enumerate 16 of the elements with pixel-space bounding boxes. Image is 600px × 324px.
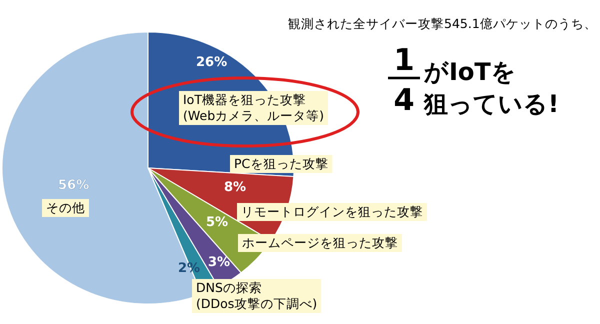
chart-title: 観測された全サイバー攻撃545.1億パケットのうち、 [288, 16, 597, 31]
slice-label: ホームページを狙った攻撃 [242, 235, 398, 250]
data-label: 3% [208, 255, 230, 270]
data-label: 5% [206, 215, 228, 230]
text: 4 [394, 83, 414, 118]
slice-label: リモートログインを狙った攻撃 [241, 204, 423, 219]
data-label: 56% [58, 178, 90, 193]
slice-label: PCを狙った攻撃 [234, 156, 328, 171]
text: 狙っている! [423, 90, 559, 118]
slice-label: IoT機器を狙った攻撃 (Webカメラ、ルータ等) [183, 92, 324, 123]
slice-label: その他 [46, 200, 85, 215]
text: 1 [394, 43, 414, 78]
text: がIoTを [424, 58, 516, 86]
slice-label: DNSの探索 (DDos攻撃の下調べ) [196, 280, 318, 311]
data-label: 26% [196, 55, 228, 70]
data-label: 8% [224, 180, 246, 195]
